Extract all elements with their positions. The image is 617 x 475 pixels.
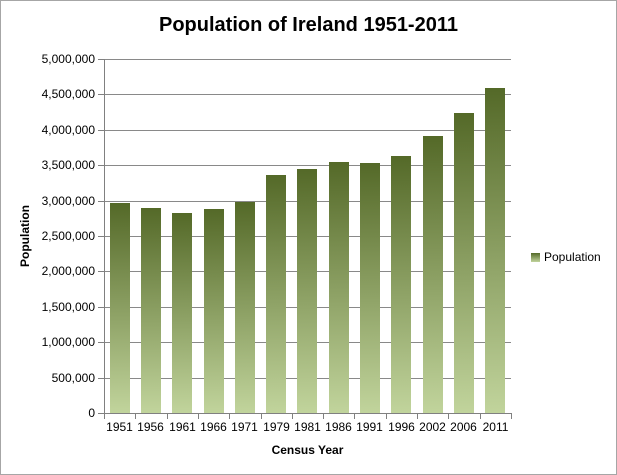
gridline [104, 94, 511, 95]
x-tick [354, 414, 355, 419]
y-tick [98, 165, 104, 166]
bar-1979 [266, 175, 286, 413]
y-axis-line [104, 59, 105, 414]
x-tick-label: 1971 [231, 420, 258, 434]
legend-color-swatch-icon [531, 252, 540, 262]
y-tick [98, 413, 104, 414]
y-tick [98, 307, 104, 308]
y-tick [98, 94, 104, 95]
bar-2011 [485, 88, 505, 413]
y-tick-label: 3,000,000 [41, 194, 95, 208]
x-tick [292, 414, 293, 419]
x-tick-label: 1979 [263, 420, 290, 434]
x-tick-label: 2002 [419, 420, 446, 434]
x-tick-label: 1956 [137, 420, 164, 434]
x-tick-label: 1981 [294, 420, 321, 434]
y-tick-label: 3,500,000 [41, 158, 95, 172]
x-tick [386, 414, 387, 419]
x-tick-label: 2011 [482, 420, 509, 434]
y-tick [98, 236, 104, 237]
y-tick-label: 1,500,000 [41, 300, 95, 314]
x-tick [135, 414, 136, 419]
y-tick-label: 1,000,000 [41, 335, 95, 349]
legend-label: Population [544, 250, 601, 264]
gridline [104, 130, 511, 131]
x-axis-line [104, 413, 512, 414]
y-tick [98, 201, 104, 202]
y-tick-label: 2,000,000 [41, 264, 95, 278]
bar-1996 [391, 156, 411, 413]
x-tick-label: 1991 [356, 420, 383, 434]
bar-2006 [454, 113, 474, 413]
bar-1956 [141, 208, 161, 413]
x-tick-label: 1986 [325, 420, 352, 434]
gridline [104, 165, 511, 166]
x-tick [323, 414, 324, 419]
bar-1971 [235, 202, 255, 413]
y-tick [98, 271, 104, 272]
x-tick [104, 414, 105, 419]
x-tick [448, 414, 449, 419]
bar-1966 [204, 209, 224, 413]
bar-1986 [329, 162, 349, 413]
bar-1991 [360, 163, 380, 413]
x-tick-label: 1951 [106, 420, 133, 434]
y-tick [98, 342, 104, 343]
x-tick-label: 1961 [169, 420, 196, 434]
y-tick-label: 5,000,000 [41, 52, 95, 66]
y-tick [98, 59, 104, 60]
x-tick-label: 2006 [450, 420, 477, 434]
y-tick-label: 0 [88, 406, 95, 420]
x-tick [167, 414, 168, 419]
y-tick-label: 500,000 [51, 371, 95, 385]
x-axis-title: Census Year [271, 443, 344, 457]
x-tick-label: 1996 [388, 420, 415, 434]
bar-2002 [423, 136, 443, 413]
x-tick [261, 414, 262, 419]
y-tick [98, 130, 104, 131]
x-tick [480, 414, 481, 419]
bar-1951 [110, 203, 130, 413]
x-tick [511, 414, 512, 419]
bar-1981 [297, 169, 317, 413]
chart-title: Population of Ireland 1951-2011 [159, 14, 458, 36]
bar-1961 [172, 213, 192, 413]
y-tick-label: 4,000,000 [41, 123, 95, 137]
legend: Population [531, 250, 601, 264]
y-tick [98, 378, 104, 379]
x-tick [417, 414, 418, 419]
x-tick [198, 414, 199, 419]
gridline [104, 59, 511, 60]
y-tick-label: 4,500,000 [41, 87, 95, 101]
y-tick-label: 2,500,000 [41, 229, 95, 243]
x-tick-label: 1966 [200, 420, 227, 434]
x-tick [229, 414, 230, 419]
